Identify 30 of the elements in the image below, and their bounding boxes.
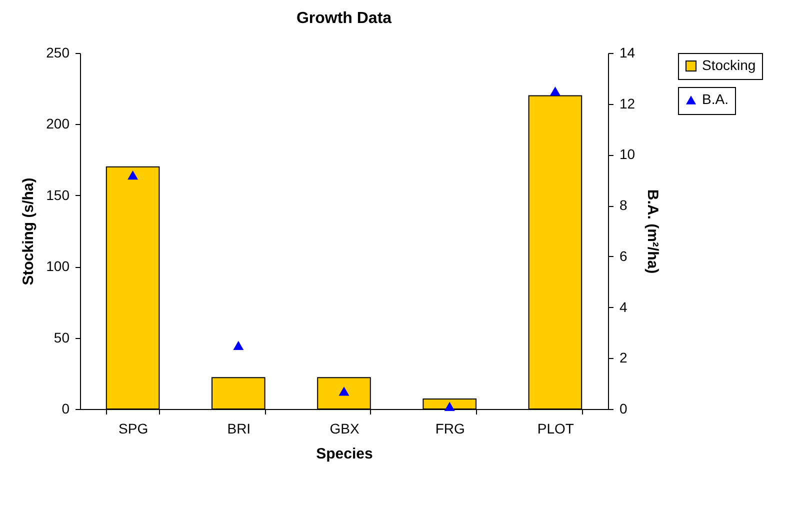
y-tick-label: 250 [46, 44, 70, 60]
y2-tick-label: 0 [620, 400, 628, 416]
y-tick-label: 100 [46, 258, 70, 274]
x-tick-label: PLOT [537, 420, 574, 436]
point [550, 86, 560, 96]
x-axis-title: Species [316, 446, 373, 462]
y2-tick-label: 14 [620, 44, 636, 60]
y2-tick-label: 8 [620, 197, 628, 214]
y2-tick-label: 10 [620, 146, 636, 162]
y-tick-label: 200 [46, 116, 70, 132]
y-tick-label: 50 [54, 329, 70, 346]
legend-label: B.A. [702, 91, 728, 107]
x-tick-label: SPG [118, 420, 148, 436]
y-tick-label: 150 [46, 186, 70, 203]
y2-axis-title: B.A. (m²/ha) [644, 189, 662, 274]
x-tick-label: FRG [435, 420, 465, 436]
point [128, 170, 138, 180]
point [444, 402, 455, 411]
y2-tick-label: 6 [620, 248, 628, 264]
y2-tick-label: 12 [620, 95, 636, 112]
y2-tick-label: 2 [620, 350, 628, 366]
legend-label: Stocking [702, 57, 756, 73]
y-tick-label: 0 [62, 400, 70, 416]
chart-title: Growth Data [296, 10, 392, 27]
point [233, 340, 244, 350]
x-tick-label: BRI [227, 420, 251, 436]
x-tick-label: GBX [330, 420, 360, 436]
y-axis-title: Stocking (s/ha) [20, 178, 38, 286]
point [338, 386, 350, 396]
y2-tick-label: 4 [620, 298, 628, 315]
